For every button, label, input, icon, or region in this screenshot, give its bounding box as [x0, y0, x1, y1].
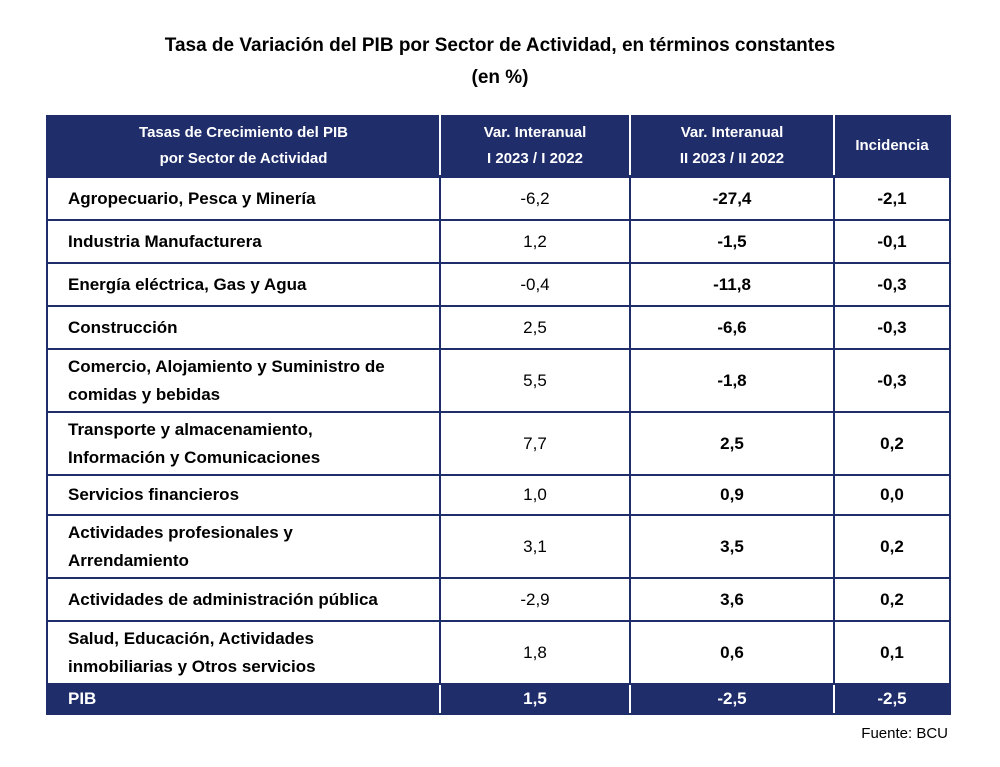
header-sector: Tasas de Crecimiento del PIB por Sector d…	[46, 115, 441, 178]
sector-cell: Servicios financieros	[46, 474, 441, 516]
var-q1-cell: 3,1	[439, 514, 631, 579]
sector-line: Transporte y almacenamiento,	[68, 419, 313, 439]
sector-cell: Energía eléctrica, Gas y Agua	[46, 262, 441, 307]
sector-cell: Actividades de administración pública	[46, 577, 441, 622]
var-q2-cell: -11,8	[629, 262, 835, 307]
incidence-cell: 0,0	[833, 474, 951, 516]
var-q1-cell: 5,5	[439, 348, 631, 413]
table-row: Actividades profesionales y Arrendamiento…	[46, 514, 951, 579]
var-q2-cell: 3,5	[629, 514, 835, 579]
sector-cell: Comercio, Alojamiento y Suministro de com…	[46, 348, 441, 413]
table-header-row: Tasas de Crecimiento del PIB por Sector d…	[46, 115, 951, 178]
sector-cell: Agropecuario, Pesca y Minería	[46, 175, 441, 221]
table-row: Servicios financieros 1,0 0,9 0,0	[46, 474, 951, 516]
var-q2-cell: 0,9	[629, 474, 835, 516]
gdp-sector-table: Tasas de Crecimiento del PIB por Sector d…	[46, 115, 951, 715]
sector-line: Comercio, Alojamiento y Suministro de	[68, 356, 385, 376]
header-incidence: Incidencia	[833, 115, 951, 178]
table-row: Agropecuario, Pesca y Minería -6,2 -27,4…	[46, 175, 951, 221]
incidence-cell: 0,1	[833, 620, 951, 685]
header-var-q1-line-1: Var. Interanual	[483, 124, 587, 141]
total-row: PIB 1,5 -2,5 -2,5	[46, 683, 951, 715]
var-q2-cell: -6,6	[629, 305, 835, 350]
var-q1-cell: 1,2	[439, 219, 631, 264]
var-q1-cell: -6,2	[439, 175, 631, 221]
sector-line: Salud, Educación, Actividades	[68, 628, 314, 648]
var-q1-cell: -0,4	[439, 262, 631, 307]
var-q2-cell: -27,4	[629, 175, 835, 221]
header-var-q2-line-1: Var. Interanual	[680, 124, 784, 141]
total-var-q1-cell: 1,5	[439, 683, 631, 715]
header-sector-line-2: por Sector de Actividad	[159, 150, 328, 167]
table-row: Energía eléctrica, Gas y Agua -0,4 -11,8…	[46, 262, 951, 307]
table-row: Transporte y almacenamiento, Información …	[46, 411, 951, 476]
total-sector-cell: PIB	[46, 683, 441, 715]
table-row: Salud, Educación, Actividades inmobiliari…	[46, 620, 951, 685]
header-var-q1-line-2: I 2023 / I 2022	[487, 150, 583, 167]
sector-line: comidas y bebidas	[68, 384, 221, 404]
var-q2-cell: -1,8	[629, 348, 835, 413]
var-q2-cell: -1,5	[629, 219, 835, 264]
sector-cell: Industria Manufacturera	[46, 219, 441, 264]
incidence-cell: 0,2	[833, 577, 951, 622]
header-var-q2: Var. Interanual II 2023 / II 2022	[629, 115, 835, 178]
incidence-cell: -0,3	[833, 305, 951, 350]
sector-cell: Transporte y almacenamiento, Información …	[46, 411, 441, 476]
header-sector-line-1: Tasas de Crecimiento del PIB	[139, 124, 348, 141]
sector-line: Actividades profesionales y	[68, 522, 293, 542]
table-row: Industria Manufacturera 1,2 -1,5 -0,1	[46, 219, 951, 264]
table-row: Actividades de administración pública -2…	[46, 577, 951, 622]
var-q1-cell: 2,5	[439, 305, 631, 350]
document-title: Tasa de Variación del PIB por Sector de …	[0, 30, 1000, 94]
incidence-cell: -0,1	[833, 219, 951, 264]
incidence-cell: -0,3	[833, 348, 951, 413]
sector-line: inmobiliarias y Otros servicios	[68, 656, 316, 676]
var-q1-cell: 7,7	[439, 411, 631, 476]
sector-cell: Actividades profesionales y Arrendamiento	[46, 514, 441, 579]
title-line-1: Tasa de Variación del PIB por Sector de …	[164, 35, 836, 56]
sector-line: Arrendamiento	[68, 550, 189, 570]
var-q1-cell: -2,9	[439, 577, 631, 622]
incidence-cell: 0,2	[833, 411, 951, 476]
header-var-q2-line-2: II 2023 / II 2022	[679, 150, 785, 167]
var-q1-cell: 1,0	[439, 474, 631, 516]
var-q1-cell: 1,8	[439, 620, 631, 685]
sector-cell: Salud, Educación, Actividades inmobiliari…	[46, 620, 441, 685]
title-line-2: (en %)	[471, 67, 529, 88]
sector-line: Información y Comunicaciones	[68, 447, 321, 467]
var-q2-cell: 2,5	[629, 411, 835, 476]
header-var-q1: Var. Interanual I 2023 / I 2022	[439, 115, 631, 178]
sector-cell: Construcción	[46, 305, 441, 350]
table-row: Construcción 2,5 -6,6 -0,3	[46, 305, 951, 350]
source-note: Fuente: BCU	[861, 725, 948, 742]
total-incidence-cell: -2,5	[833, 683, 951, 715]
incidence-cell: -0,3	[833, 262, 951, 307]
total-var-q2-cell: -2,5	[629, 683, 835, 715]
var-q2-cell: 0,6	[629, 620, 835, 685]
incidence-cell: 0,2	[833, 514, 951, 579]
var-q2-cell: 3,6	[629, 577, 835, 622]
table-row: Comercio, Alojamiento y Suministro de com…	[46, 348, 951, 413]
incidence-cell: -2,1	[833, 175, 951, 221]
